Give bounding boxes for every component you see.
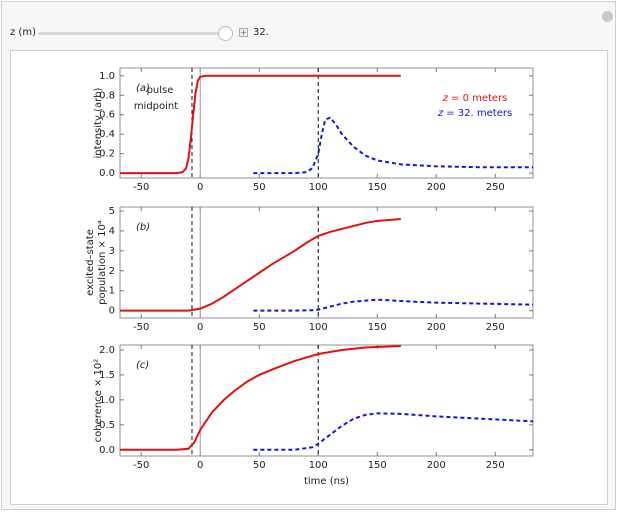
y-tick-label: 1.0: [99, 395, 115, 406]
y-axis-label: excited–state: [85, 229, 96, 296]
y-tick-label: 0.0: [99, 168, 115, 179]
x-tick-label: 250: [486, 460, 505, 471]
expand-button[interactable]: +: [239, 28, 248, 37]
x-tick-label: 200: [427, 182, 446, 193]
y-tick-label: 0.0: [99, 445, 115, 456]
x-tick-label: 0: [197, 322, 203, 333]
x-axis-label: time (ns): [304, 476, 349, 487]
y-tick-label: 1.0: [99, 71, 115, 82]
x-tick-label: 200: [427, 322, 446, 333]
series-line: [253, 298, 534, 312]
plot-frame: [119, 67, 534, 179]
x-tick-label: 50: [253, 460, 266, 471]
x-tick-label: -50: [133, 322, 149, 333]
x-tick-label: 100: [309, 182, 328, 193]
y-tick-label: 5: [109, 206, 115, 217]
x-tick-label: 0: [197, 460, 203, 471]
series-line: [120, 217, 401, 312]
x-tick-label: 250: [486, 182, 505, 193]
y-tick-label: 3: [109, 246, 115, 257]
y-tick-label: 0.5: [99, 420, 115, 431]
series-line: [120, 345, 401, 451]
x-tick-label: 200: [427, 460, 446, 471]
y-axis-label: intensity (arb): [93, 87, 104, 158]
x-tick-label: 150: [368, 182, 387, 193]
options-button[interactable]: [602, 11, 613, 22]
annotation: midpoint: [134, 101, 178, 112]
x-tick-label: 150: [368, 460, 387, 471]
annotation: pulse: [147, 85, 174, 96]
y-axis-label: coherence × 10²: [93, 359, 104, 443]
slider-track[interactable]: [38, 32, 232, 35]
x-tick-label: 50: [253, 322, 266, 333]
x-tick-label: 100: [309, 460, 328, 471]
x-tick-label: 50: [253, 182, 266, 193]
legend-entry: z = 32. meters: [437, 108, 512, 119]
y-tick-label: 2: [109, 266, 115, 277]
y-tick-label: 0.2: [99, 149, 115, 160]
x-tick-label: -50: [133, 460, 149, 471]
series-line: [120, 74, 401, 175]
y-tick-label: 0: [109, 306, 115, 317]
x-tick-label: 250: [486, 322, 505, 333]
slider-value: 32.: [253, 27, 269, 38]
y-tick-label: 4: [109, 226, 115, 237]
legend-entry: z = 0 meters: [442, 93, 508, 104]
x-tick-label: -50: [133, 182, 149, 193]
plot-frame: [119, 344, 534, 457]
series-line: [253, 116, 533, 175]
y-tick-label: 1: [109, 286, 115, 297]
x-tick-label: 0: [197, 182, 203, 193]
y-axis-label: population × 10⁴: [97, 220, 108, 305]
panel-label: (c): [136, 360, 149, 371]
x-tick-label: 100: [309, 322, 328, 333]
panel-label: (a): [136, 83, 150, 94]
slider-label: z (m): [10, 27, 36, 38]
series-line: [253, 412, 534, 451]
panel-label: (b): [136, 222, 150, 233]
y-tick-label: 1.5: [99, 370, 115, 381]
y-tick-label: 2.0: [99, 345, 115, 356]
y-tick-label: 0.6: [99, 110, 115, 121]
plot-frame: [119, 206, 534, 319]
output-panel: [10, 50, 608, 505]
y-tick-label: 0.4: [99, 129, 115, 140]
y-tick-label: 0.8: [99, 90, 115, 101]
slider-thumb[interactable]: [218, 26, 233, 41]
x-tick-label: 150: [368, 322, 387, 333]
